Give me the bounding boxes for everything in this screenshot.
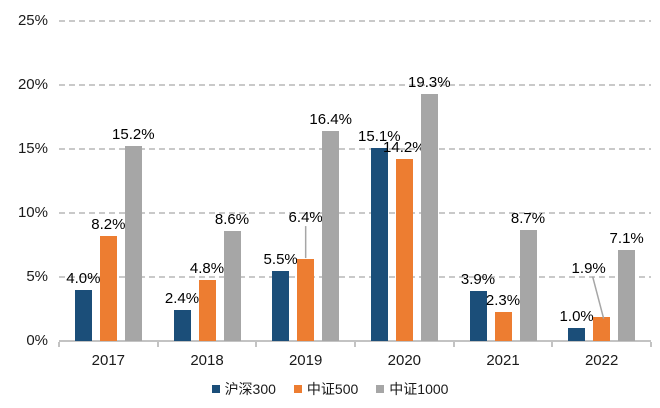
bar: [568, 328, 586, 341]
bar-label: 8.2%: [91, 216, 126, 234]
bar-label: 2.4%: [164, 290, 200, 308]
bar: [74, 289, 92, 341]
x-tick-label: 2018: [190, 352, 224, 369]
y-tick-label: 25%: [17, 12, 48, 29]
label-leader-line: [591, 276, 605, 319]
bar-label: 8.6%: [214, 210, 250, 228]
x-axis-tick: [452, 342, 455, 347]
bar: [395, 159, 413, 341]
legend-marker: [376, 385, 385, 393]
gridline: [59, 84, 651, 86]
bar: [297, 259, 315, 341]
legend-label: 沪深300: [224, 381, 276, 397]
bar-label: 2.3%: [485, 291, 521, 309]
bar-label: 5.5%: [263, 250, 298, 268]
bar-label: 19.3%: [408, 73, 451, 91]
bar: [223, 230, 241, 341]
x-axis-tick: [354, 342, 356, 347]
legend: 沪深300 中证500 中证1000: [0, 381, 660, 397]
bar-label: 8.7%: [510, 209, 546, 227]
bar-label: 4.0%: [66, 269, 101, 287]
legend-label: 中证1000: [389, 381, 449, 397]
y-tick-label: 10%: [17, 204, 48, 221]
x-axis-tick: [156, 342, 159, 347]
legend-marker: [211, 385, 220, 393]
bar-label: 15.1%: [358, 127, 401, 145]
bar: [469, 291, 487, 341]
legend-marker: [293, 385, 302, 393]
bar-label: 16.4%: [309, 111, 352, 129]
x-axis-tick: [255, 342, 258, 347]
x-axis-tick: [551, 342, 554, 347]
x-axis-line: [59, 340, 651, 342]
bar-label: 1.9%: [571, 259, 606, 277]
bar: [99, 236, 117, 341]
bar-label: 1.0%: [559, 308, 594, 326]
y-tick-label: 5%: [26, 268, 48, 285]
x-tick-label: 2021: [486, 352, 520, 369]
bar: [370, 147, 388, 341]
gridline: [59, 148, 651, 150]
gridline: [59, 20, 651, 22]
legend-item: 中证1000: [376, 381, 448, 397]
bar-label: 7.1%: [609, 230, 644, 248]
y-tick-label: 15%: [17, 140, 48, 157]
x-axis-tick: [58, 342, 60, 347]
y-tick-label: 20%: [17, 76, 48, 93]
legend-item: 沪深300: [211, 381, 276, 397]
bar: [593, 316, 611, 341]
x-tick-label: 2020: [387, 352, 422, 369]
y-tick-label: 0%: [26, 332, 48, 349]
x-tick-label: 2017: [91, 352, 126, 369]
legend-label: 中证500: [306, 381, 359, 397]
gridline: [59, 212, 651, 214]
bar: [124, 146, 142, 341]
bar-label: 4.8%: [189, 259, 225, 277]
bar-label: 3.9%: [460, 271, 496, 289]
bar: [322, 131, 340, 341]
x-tick-label: 2022: [584, 352, 619, 369]
x-axis-tick: [650, 342, 652, 347]
bar-label: 6.4%: [288, 209, 323, 227]
bar: [618, 250, 636, 341]
bar-label: 14.2%: [383, 139, 426, 157]
bar: [272, 270, 290, 341]
bar: [494, 311, 512, 341]
bar: [420, 93, 438, 341]
legend-item: 中证500: [293, 381, 359, 397]
bar: [173, 310, 191, 341]
gridline: [59, 276, 651, 278]
x-tick-label: 2019: [288, 352, 323, 369]
bar: [519, 229, 537, 341]
bar: [198, 279, 216, 341]
bar-label: 15.2%: [112, 126, 155, 144]
